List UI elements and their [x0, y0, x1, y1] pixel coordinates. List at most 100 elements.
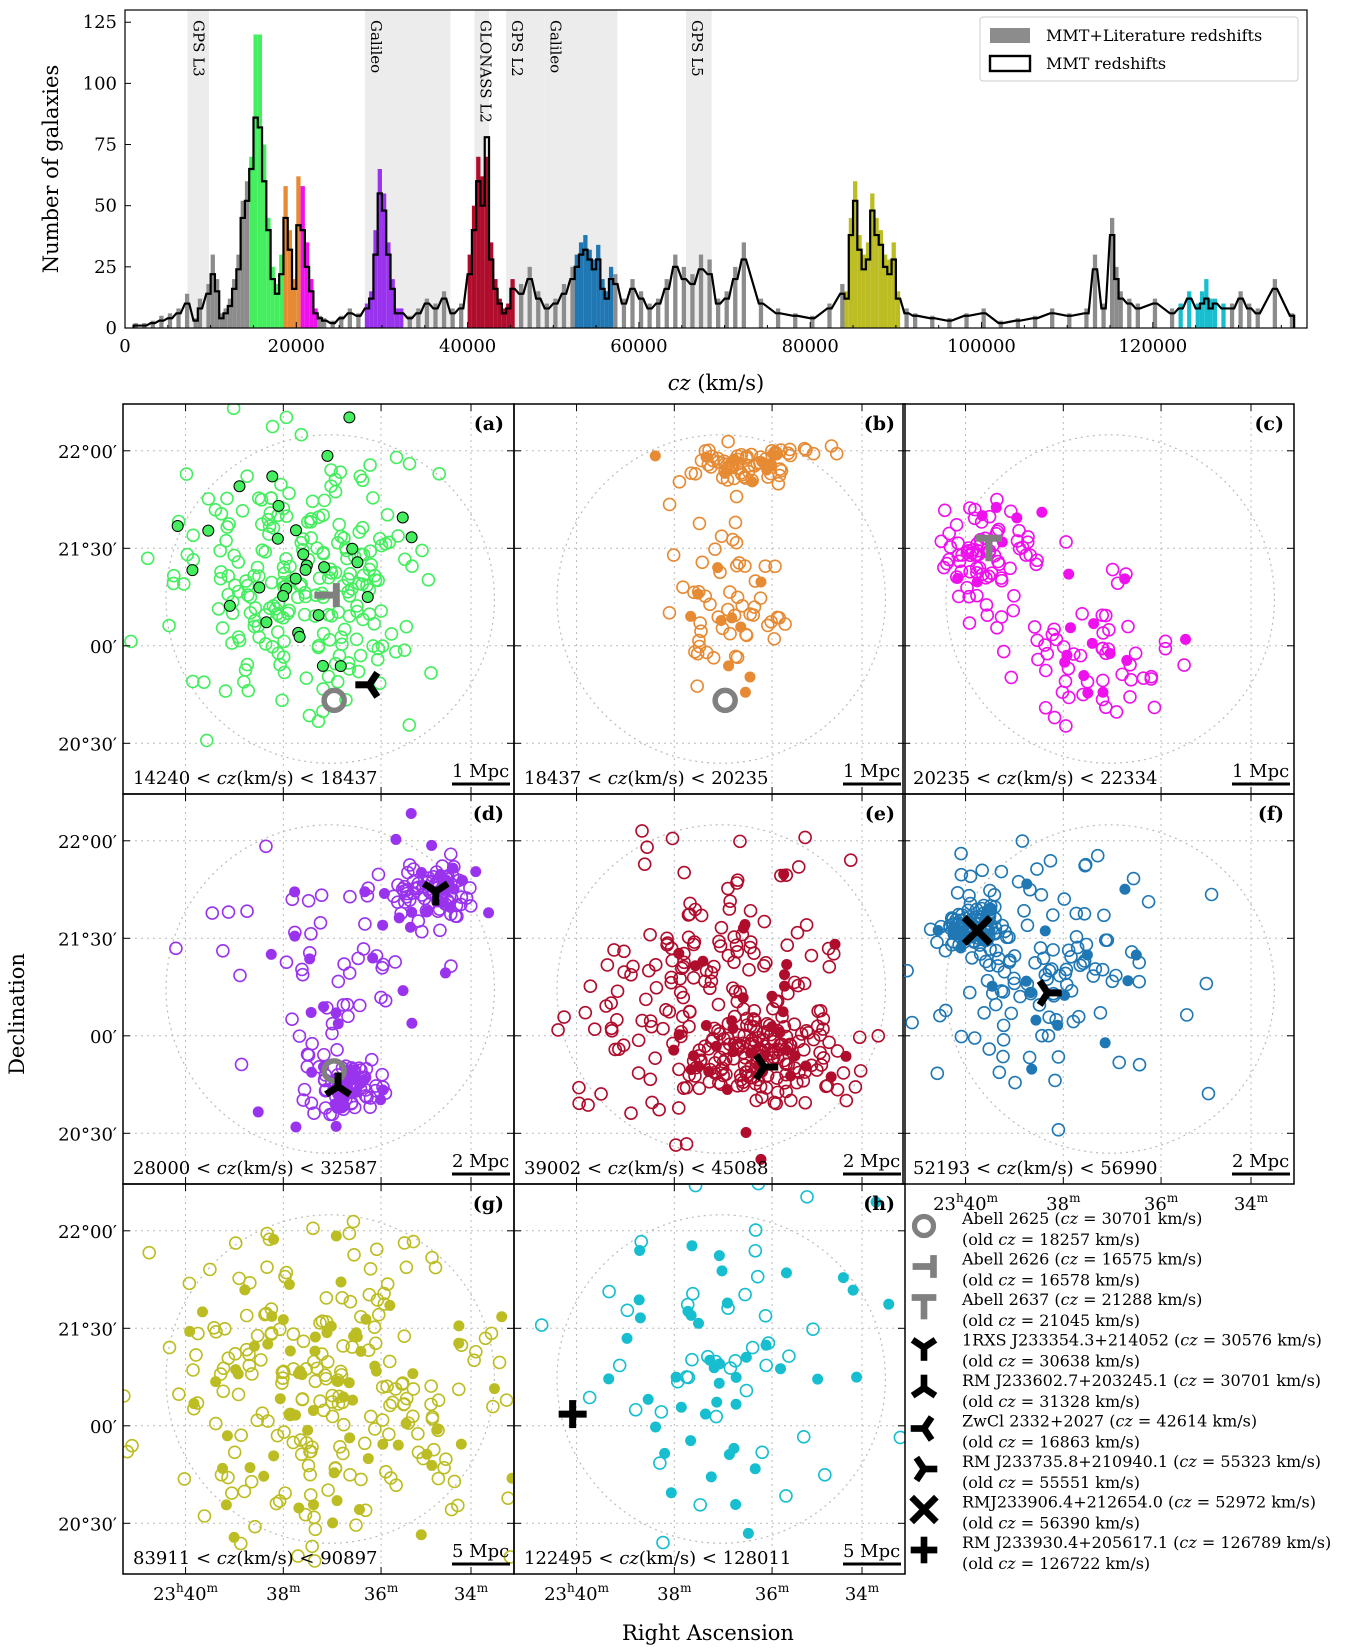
galaxy-point-mmt [313, 916, 328, 930]
galaxy-point-mmt [1204, 887, 1219, 902]
galaxy-point-mmt [711, 997, 726, 1012]
galaxy-point-literature [406, 906, 418, 918]
galaxy-point-literature [390, 833, 402, 845]
galaxy-point-literature [268, 1450, 280, 1462]
galaxy-point-literature [744, 671, 756, 683]
galaxy-point-mmt [336, 998, 351, 1012]
bar [527, 266, 532, 328]
galaxy-point-mmt [244, 1474, 259, 1489]
galaxy-point-mmt [1003, 504, 1018, 519]
galaxy-point-mmt [757, 959, 771, 973]
galaxy-point-literature [649, 450, 661, 462]
galaxy-point-mmt [1027, 620, 1042, 634]
galaxy-point-mmt [294, 427, 309, 442]
galaxy-point-mmt [1007, 588, 1021, 603]
galaxy-point-mmt [228, 1347, 243, 1361]
legend-box [979, 16, 1299, 82]
galaxy-point-mmt [889, 967, 901, 979]
galaxy-point-mmt [738, 1287, 752, 1302]
galaxy-point-mmt [316, 547, 331, 561]
galaxy-point-mmt [676, 959, 691, 974]
galaxy-point-mmt [162, 618, 176, 633]
galaxy-point-mmt [1144, 672, 1159, 686]
galaxy-point-literature [778, 969, 790, 981]
galaxy-point-mmt [265, 640, 280, 654]
galaxy-point-mmt [337, 957, 351, 971]
galaxy-point-literature [778, 980, 790, 992]
galaxy-point-mmt [424, 1379, 438, 1393]
bar [1135, 303, 1140, 328]
galaxy-point-mmt [1010, 534, 1025, 548]
galaxy-point-literature [668, 1044, 680, 1056]
galaxy-point-literature [316, 659, 329, 672]
galaxy-point-mmt [994, 984, 1009, 998]
galaxy-point-mmt [1008, 1075, 1022, 1090]
galaxy-point-mmt [363, 1261, 378, 1276]
bar [604, 291, 609, 328]
galaxy-point-mmt [1041, 1028, 1056, 1043]
galaxy-point-literature [952, 572, 964, 584]
galaxy-point-mmt [233, 1536, 248, 1551]
galaxy-point-mmt [806, 1032, 821, 1047]
cluster-legend-name: Abell 2625 (cz = 30701 km/s) [961, 1209, 1202, 1228]
bar [1110, 217, 1115, 328]
galaxy-point-literature [712, 562, 724, 574]
galaxy-point-mmt [352, 998, 367, 1013]
galaxy-point-mmt [411, 914, 426, 928]
galaxy-point-mmt [296, 1334, 311, 1349]
sky-panel-a: (a) 14240 < cz(km/s) < 18437 1 Mpc 22°00′ 21… [58, 403, 515, 795]
galaxy-point-mmt [265, 419, 280, 434]
galaxy-point-mmt [620, 1303, 635, 1318]
galaxy-point-literature [1030, 1014, 1042, 1026]
galaxy-point-literature [299, 563, 312, 576]
bar [1015, 318, 1021, 328]
galaxy-point-mmt [617, 965, 631, 979]
cluster-legend-name: RM J233735.8+210940.1 (cz = 55323 km/s) [962, 1452, 1321, 1471]
galaxy-point-literature [1059, 989, 1071, 1001]
galaxy-point-mmt [369, 1242, 384, 1257]
galaxy-point-mmt [258, 637, 273, 651]
galaxy-point-mmt [607, 943, 621, 957]
bar [583, 235, 588, 328]
galaxy-point-literature [347, 1394, 359, 1406]
galaxy-point-literature [330, 1007, 342, 1019]
galaxy-point-literature [840, 1050, 852, 1062]
bar [673, 254, 678, 328]
galaxy-point-mmt [1071, 1009, 1086, 1024]
bar [1208, 298, 1213, 328]
bar [467, 254, 472, 328]
cluster-marker-ring [911, 1213, 937, 1239]
galaxy-point-mmt [270, 625, 285, 639]
galaxy-point-mmt [1020, 918, 1035, 933]
dec-tick-label: 20°30′ [58, 1514, 117, 1535]
galaxy-point-literature [284, 1345, 296, 1357]
galaxy-point-mmt [970, 588, 984, 603]
galaxy-point-literature [685, 610, 697, 622]
galaxy-point-literature [740, 1351, 752, 1363]
galaxy-point-mmt [242, 1358, 257, 1373]
galaxy-point-literature [700, 1020, 712, 1032]
galaxy-point-mmt [672, 475, 687, 489]
galaxy-point-mmt [207, 1321, 221, 1335]
galaxy-point-mmt [729, 938, 744, 953]
survey-circle [165, 1214, 496, 1544]
survey-circle [945, 824, 1276, 1154]
galaxy-point-mmt [1073, 958, 1088, 973]
galaxy-point-literature [421, 1448, 433, 1460]
galaxy-point-literature [721, 1084, 733, 1096]
panel-range-label: 28000 < cz(km/s) < 32587 [133, 1158, 377, 1179]
galaxy-point-mmt [166, 576, 181, 591]
galaxy-point-mmt [275, 693, 289, 708]
bar [283, 186, 288, 328]
galaxy-point-mmt [654, 1405, 669, 1419]
galaxy-point-literature [1097, 686, 1109, 698]
redshift-histogram: GPS L3 Galileo GLONASS L2 GPS L2 Galileo GPS … [39, 9, 1308, 395]
galaxy-point-mmt [347, 1247, 361, 1262]
cluster-legend-old-cz: (old cz = 18257 km/s) [962, 1230, 1140, 1249]
galaxy-point-mmt [301, 1048, 316, 1063]
cluster-legend-name: RM J233930.4+205617.1 (cz = 126789 km/s) [962, 1533, 1331, 1552]
galaxy-point-literature [766, 1021, 778, 1033]
cluster-marker-tri-up [324, 1072, 352, 1098]
bar [810, 315, 815, 328]
bar [236, 254, 241, 328]
